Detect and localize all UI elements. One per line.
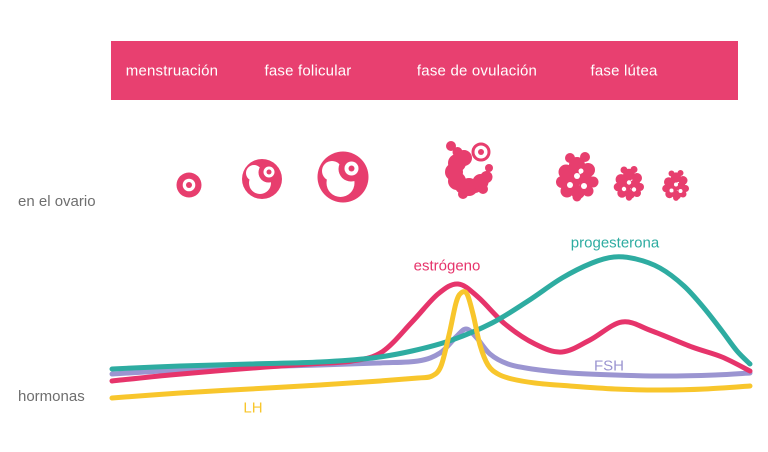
primordial-follicle-icon (176, 172, 202, 198)
row-label-hormones: hormonas (18, 388, 85, 405)
growing-follicle-icon (242, 159, 282, 199)
phase-label-follicular: fase folicular (264, 62, 352, 79)
mature-follicle-icon (317, 151, 369, 203)
label-progesterone: progesterona (570, 234, 660, 252)
corpus-luteum-regressing-icon (613, 166, 644, 201)
label-lh: LH (243, 399, 263, 417)
curve-fsh (109, 326, 753, 379)
label-estrogen: estrógeno (413, 257, 481, 275)
curve-estrógeno (109, 281, 753, 384)
curve-lh (109, 289, 753, 401)
phase-bar: menstruación fase folicular fase de ovul… (111, 41, 738, 100)
ovum-icon (471, 142, 491, 162)
corpus-luteum-icon (556, 152, 599, 202)
hormone-curves (109, 254, 753, 401)
label-fsh: FSH (594, 357, 624, 375)
phase-label-menstruation: menstruación (125, 62, 219, 79)
phase-label-ovulation: fase de ovulación (416, 62, 538, 79)
corpus-albicans-icon (662, 170, 689, 201)
ovulation-ruptured-follicle-icon (445, 141, 493, 199)
phase-label-luteal: fase lútea (590, 62, 658, 79)
row-label-ovary: en el ovario (18, 193, 96, 210)
